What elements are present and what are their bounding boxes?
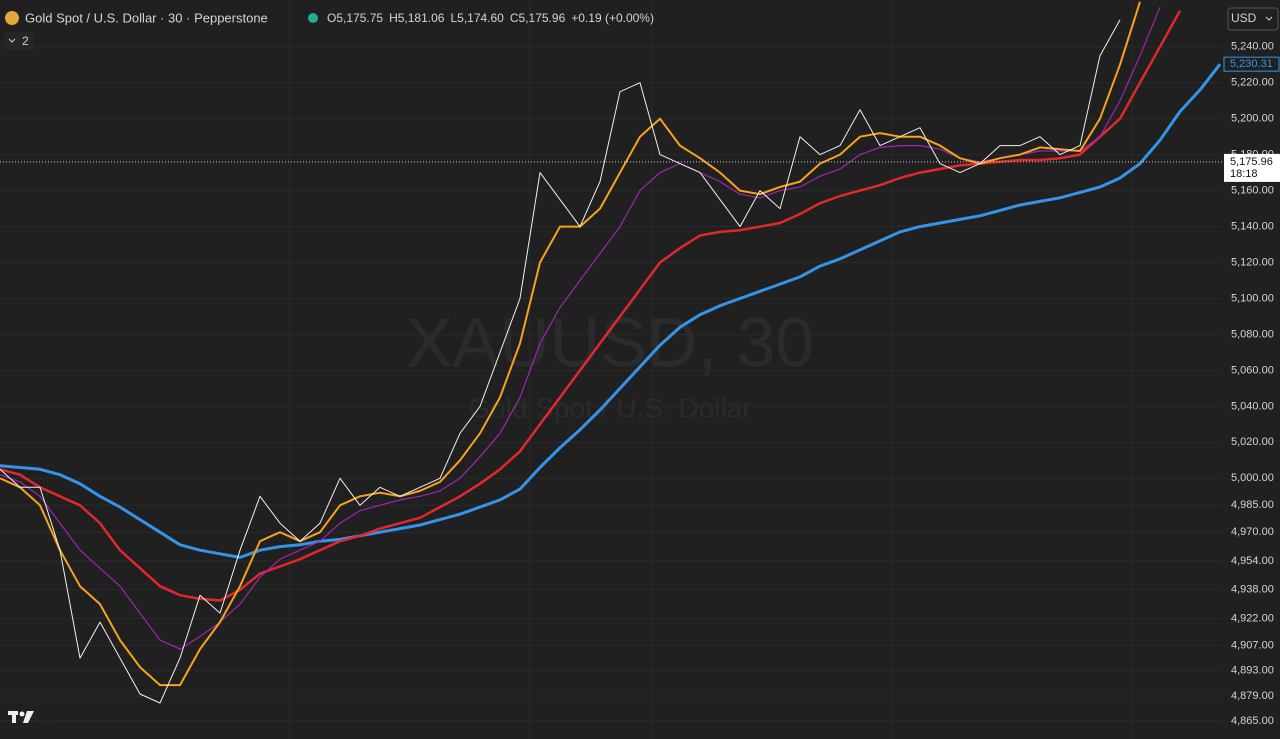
- y-tick-label: 5,220.00: [1231, 77, 1274, 89]
- y-tick-label: 5,120.00: [1231, 256, 1274, 268]
- y-tick-label: 5,060.00: [1231, 364, 1274, 376]
- y-tick-label: 5,240.00: [1231, 41, 1274, 53]
- logo-part: [19, 711, 25, 717]
- currency-button[interactable]: [1227, 7, 1279, 31]
- logo-part: [12, 711, 16, 723]
- ohlc-value: 5,175.75: [336, 11, 383, 25]
- currency[interactable]: USD: [1231, 11, 1257, 25]
- grid: [0, 0, 1222, 739]
- y-tick-label: 5,040.00: [1231, 400, 1274, 412]
- y-tick-label: 4,907.00: [1231, 639, 1274, 651]
- ohlc: O 5,175.75 H 5,181.06 L 5,174.60 C 5,175.96 +0.1…: [327, 11, 654, 25]
- y-tick-label: 4,954.00: [1231, 555, 1274, 567]
- y-tick-label: 4,865.00: [1231, 715, 1274, 727]
- market-status: [308, 13, 318, 23]
- y-tick-label: 4,893.00: [1231, 665, 1274, 677]
- countdown: 18:18: [1230, 168, 1258, 180]
- ohlc-key: H: [389, 11, 398, 25]
- indicator-toggle[interactable]: [4, 32, 34, 50]
- y-tick-label: 5,160.00: [1231, 184, 1274, 196]
- y-tick-label: 5,020.00: [1231, 436, 1274, 448]
- axis-group: 4,865.00 4,879.00 4,893.00 4,907.00 4,922.00…: [1223, 41, 1280, 727]
- y-tick-label: 4,985.00: [1231, 499, 1274, 511]
- symbol-icon: [5, 11, 19, 25]
- y-tick-label: 5,080.00: [1231, 328, 1274, 340]
- price-axis: [1222, 0, 1280, 739]
- ohlc-key: L: [450, 11, 457, 25]
- series-group: [0, 1, 1222, 704]
- watermark: XAUUSD, 30: [406, 303, 814, 381]
- series-line: [0, 1, 1141, 687]
- ohlc-key: C: [510, 11, 519, 25]
- ohlc-value: 5,181.06: [398, 11, 445, 25]
- y-tick-label: 4,970.00: [1231, 526, 1274, 538]
- series-price-tag: [1223, 56, 1280, 72]
- chevron: [1265, 16, 1273, 21]
- y-tick-label: 4,879.00: [1231, 690, 1274, 702]
- ohlc-value: 5,175.96: [519, 11, 566, 25]
- change: +0.19 (+0.00%): [571, 11, 654, 25]
- series-line: [0, 63, 1222, 559]
- ohlc-key: O: [327, 11, 336, 25]
- logo-part: [23, 711, 34, 723]
- series-line: [0, 19, 1121, 704]
- y-tick-label: 5,200.00: [1231, 113, 1274, 125]
- chevron: [8, 38, 16, 43]
- y-tick-label: 5,100.00: [1231, 292, 1274, 304]
- last-price-label: 5,175.96: [1230, 156, 1273, 168]
- ohlc-value: 5,174.60: [457, 11, 504, 25]
- last-price-tag: [1224, 153, 1280, 182]
- symbol-title: Gold Spot / U.S. Dollar · 30 · Peppersto…: [25, 10, 268, 25]
- series-price-label: 5,230.31: [1230, 58, 1273, 70]
- tv-logo: [8, 711, 34, 723]
- y-tick-label: 4,938.00: [1231, 584, 1274, 596]
- y-tick-label: 5,140.00: [1231, 220, 1274, 232]
- indicator-count[interactable]: 2: [22, 34, 29, 48]
- y-tick-label: 4,922.00: [1231, 612, 1274, 624]
- y-tick-label: 5,000.00: [1231, 472, 1274, 484]
